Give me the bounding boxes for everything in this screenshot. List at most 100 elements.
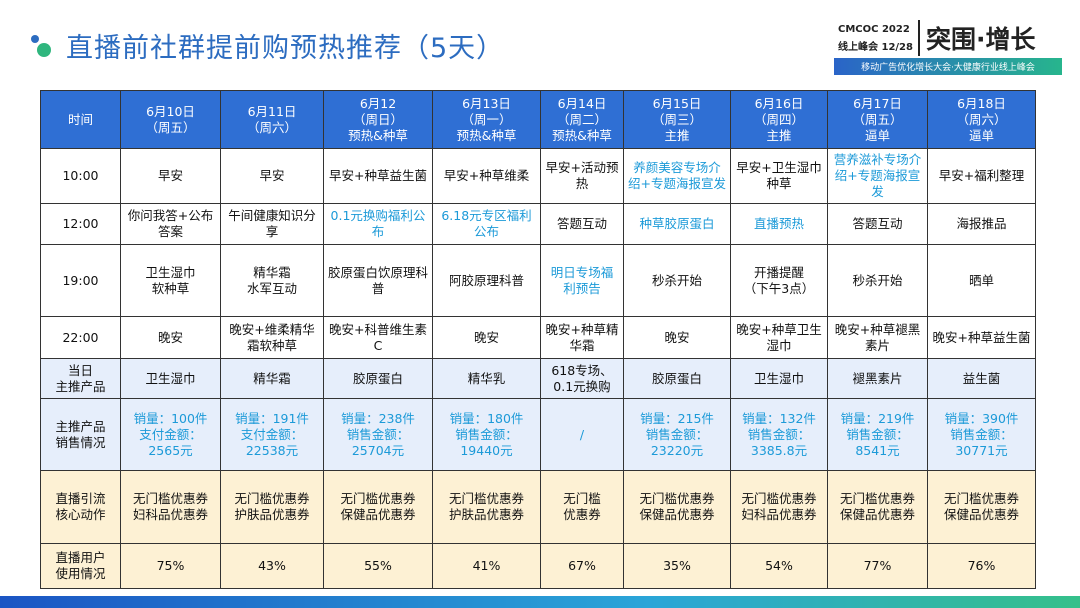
table-cell: 益生菌 xyxy=(927,358,1036,399)
table-cell: 无门槛优惠券 妇科品优惠券 xyxy=(730,470,828,544)
table-cell: 答题互动 xyxy=(827,203,928,245)
table-cell: 6月11日 （周六） xyxy=(220,90,324,149)
table-cell: 销量：191件 支付金额：22538元 xyxy=(220,398,324,471)
table-cell: 6月16日 （周四） 主推 xyxy=(730,90,828,149)
table-row: 直播用户 使用情况 75% 43% 55% 41% 67% 35% 54% 77% 76% xyxy=(40,543,1036,589)
row-label: 19:00 xyxy=(40,244,121,317)
table-cell: 54% xyxy=(730,543,828,589)
table-cell: 6月18日 （周六） 逼单 xyxy=(927,90,1036,149)
row-label: 22:00 xyxy=(40,316,121,359)
table-cell: 秒杀开始 xyxy=(827,244,928,317)
table-row: 19:00 卫生湿巾 软种草 精华霜 水军互动 胶原蛋白饮原理科普 阿胶原理科普 明日专场… xyxy=(40,244,1036,317)
table-cell: 胶原蛋白 xyxy=(323,358,433,399)
row-label: 当日 主推产品 xyxy=(40,358,121,399)
table-cell: 销量：100件 支付金额：2565元 xyxy=(120,398,221,471)
table-cell: 6月17日 （周五） 逼单 xyxy=(827,90,928,149)
table-cell: 早安+种草维柔 xyxy=(432,148,541,204)
logo-slogan: 突围·增长 xyxy=(918,20,1036,56)
table-cell: 海报推品 xyxy=(927,203,1036,245)
table-cell: 67% xyxy=(540,543,624,589)
table-cell: 销量：219件 销售金额：8541元 xyxy=(827,398,928,471)
table-cell: 午间健康知识分享 xyxy=(220,203,324,245)
table-cell: 晚安 xyxy=(432,316,541,359)
table-cell: 精华霜 水军互动 xyxy=(220,244,324,317)
table-cell: 0.1元换购福利公布 xyxy=(323,203,433,245)
table-cell: 77% xyxy=(827,543,928,589)
table-cell: 卫生湿巾 xyxy=(730,358,828,399)
table-cell: 6月10日 （周五） xyxy=(120,90,221,149)
table-row: 当日 主推产品 卫生湿巾 精华霜 胶原蛋白 精华乳 618专场、0.1元换购 胶原蛋白 卫生湿… xyxy=(40,358,1036,399)
table-cell: 35% xyxy=(623,543,731,589)
table-row: 22:00 晚安 晚安+维柔精华霜软种草 晚安+科普维生素C 晚安 晚安+种草精华霜 晚安晚… xyxy=(40,316,1036,359)
table-cell: 秒杀开始 xyxy=(623,244,731,317)
table-cell: 早安+种草益生菌 xyxy=(323,148,433,204)
table-cell: 41% xyxy=(432,543,541,589)
logo-subtitle: 移动广告优化增长大会·大健康行业线上峰会 xyxy=(834,58,1062,75)
row-label: 主推产品 销售情况 xyxy=(40,398,121,471)
table-cell: 褪黑素片 xyxy=(827,358,928,399)
table-cell: 答题互动 xyxy=(540,203,624,245)
table-cell: 晚安+维柔精华霜软种草 xyxy=(220,316,324,359)
table-cell: 开播提醒 （下午3点） xyxy=(730,244,828,317)
table-cell: 卫生湿巾 软种草 xyxy=(120,244,221,317)
logo: CMCOC 2022 线上峰会 12/28 突围·增长 移动广告优化增长大会·大… xyxy=(830,20,1066,76)
table-cell: 精华霜 xyxy=(220,358,324,399)
table-cell: 销量：238件 销售金额：25704元 xyxy=(323,398,433,471)
table-cell: 618专场、0.1元换购 xyxy=(540,358,624,399)
table-cell: 早安+福利整理 xyxy=(927,148,1036,204)
table-row: 直播引流 核心动作 无门槛优惠券 妇科品优惠券 无门槛优惠券 护肤品优惠券 无门槛优惠… xyxy=(40,470,1036,544)
table-cell: 你问我答+公布答案 xyxy=(120,203,221,245)
table-row: 10:00 早安 早安 早安+种草益生菌 早安+种草维柔 早安+活动预热 养颜美容专场介绍+… xyxy=(40,148,1036,204)
table-cell: 晒单 xyxy=(927,244,1036,317)
logo-event: CMCOC 2022 xyxy=(838,24,910,35)
table-cell: 晚安+种草褪黑素片 xyxy=(827,316,928,359)
table-cell: 6月12 （周日） 预热&种草 xyxy=(323,90,433,149)
table-cell: 6月13日 （周一） 预热&种草 xyxy=(432,90,541,149)
table-cell: 早安 xyxy=(120,148,221,204)
table-cell: 胶原蛋白 xyxy=(623,358,731,399)
table-cell: 阿胶原理科普 xyxy=(432,244,541,317)
row-label: 直播引流 核心动作 xyxy=(40,470,121,544)
table-cell: 晚安 xyxy=(623,316,731,359)
table-cell: 卫生湿巾 xyxy=(120,358,221,399)
table-cell: 销量：215件 销售金额：23220元 xyxy=(623,398,731,471)
table-cell: 6.18元专区福利公布 xyxy=(432,203,541,245)
table-cell: 早安 xyxy=(220,148,324,204)
logo-date: 线上峰会 12/28 xyxy=(838,42,913,53)
table-cell: / xyxy=(540,398,624,471)
table-cell: 晚安+种草精华霜 xyxy=(540,316,624,359)
table-cell: 销量：180件 销售金额：19440元 xyxy=(432,398,541,471)
table-cell: 精华乳 xyxy=(432,358,541,399)
table-cell: 无门槛优惠券 护肤品优惠券 xyxy=(432,470,541,544)
table-cell: 6月15日 （周三） 主推 xyxy=(623,90,731,149)
table-cell: 75% xyxy=(120,543,221,589)
table-cell: 营养滋补专场介绍+专题海报宣发 xyxy=(827,148,928,204)
table-cell: 直播预热 xyxy=(730,203,828,245)
table-row: 12:00 你问我答+公布答案 午间健康知识分享 0.1元换购福利公布 6.18元专区福… xyxy=(40,203,1036,245)
table-row: 主推产品 销售情况 销量：100件 支付金额：2565元 销量：191件 支付金额：… xyxy=(40,398,1036,471)
row-label: 12:00 xyxy=(40,203,121,245)
schedule-table: 时间 6月10日 （周五） 6月11日 （周六） 6月12 （周日） 预热&种草 6月1… xyxy=(40,90,1036,589)
table-cell: 早安+活动预热 xyxy=(540,148,624,204)
table-cell: 无门槛优惠券 保健品优惠券 xyxy=(323,470,433,544)
table-cell: 晚安+种草益生菌 xyxy=(927,316,1036,359)
table-cell: 43% xyxy=(220,543,324,589)
table-cell: 无门槛优惠券 保健品优惠券 xyxy=(927,470,1036,544)
table-cell: 6月14日 （周二） 预热&种草 xyxy=(540,90,624,149)
title-icon xyxy=(31,35,51,57)
table-cell: 养颜美容专场介绍+专题海报宣发 xyxy=(623,148,731,204)
table-cell: 早安+卫生湿巾种草 xyxy=(730,148,828,204)
table-cell: 晚安 xyxy=(120,316,221,359)
table-cell: 胶原蛋白饮原理科普 xyxy=(323,244,433,317)
table-row: 时间 6月10日 （周五） 6月11日 （周六） 6月12 （周日） 预热&种草 6月1… xyxy=(40,90,1036,149)
table-cell: 55% xyxy=(323,543,433,589)
title: 直播前社群提前购预热推荐（5天） xyxy=(66,33,505,64)
row-label: 时间 xyxy=(40,90,121,149)
table-cell: 无门槛 优惠券 xyxy=(540,470,624,544)
table-cell: 晚安+科普维生素C xyxy=(323,316,433,359)
table-cell: 76% xyxy=(927,543,1036,589)
table-cell: 无门槛优惠券 保健品优惠券 xyxy=(827,470,928,544)
row-label: 直播用户 使用情况 xyxy=(40,543,121,589)
table-cell: 销量：132件 销售金额：3385.8元 xyxy=(730,398,828,471)
